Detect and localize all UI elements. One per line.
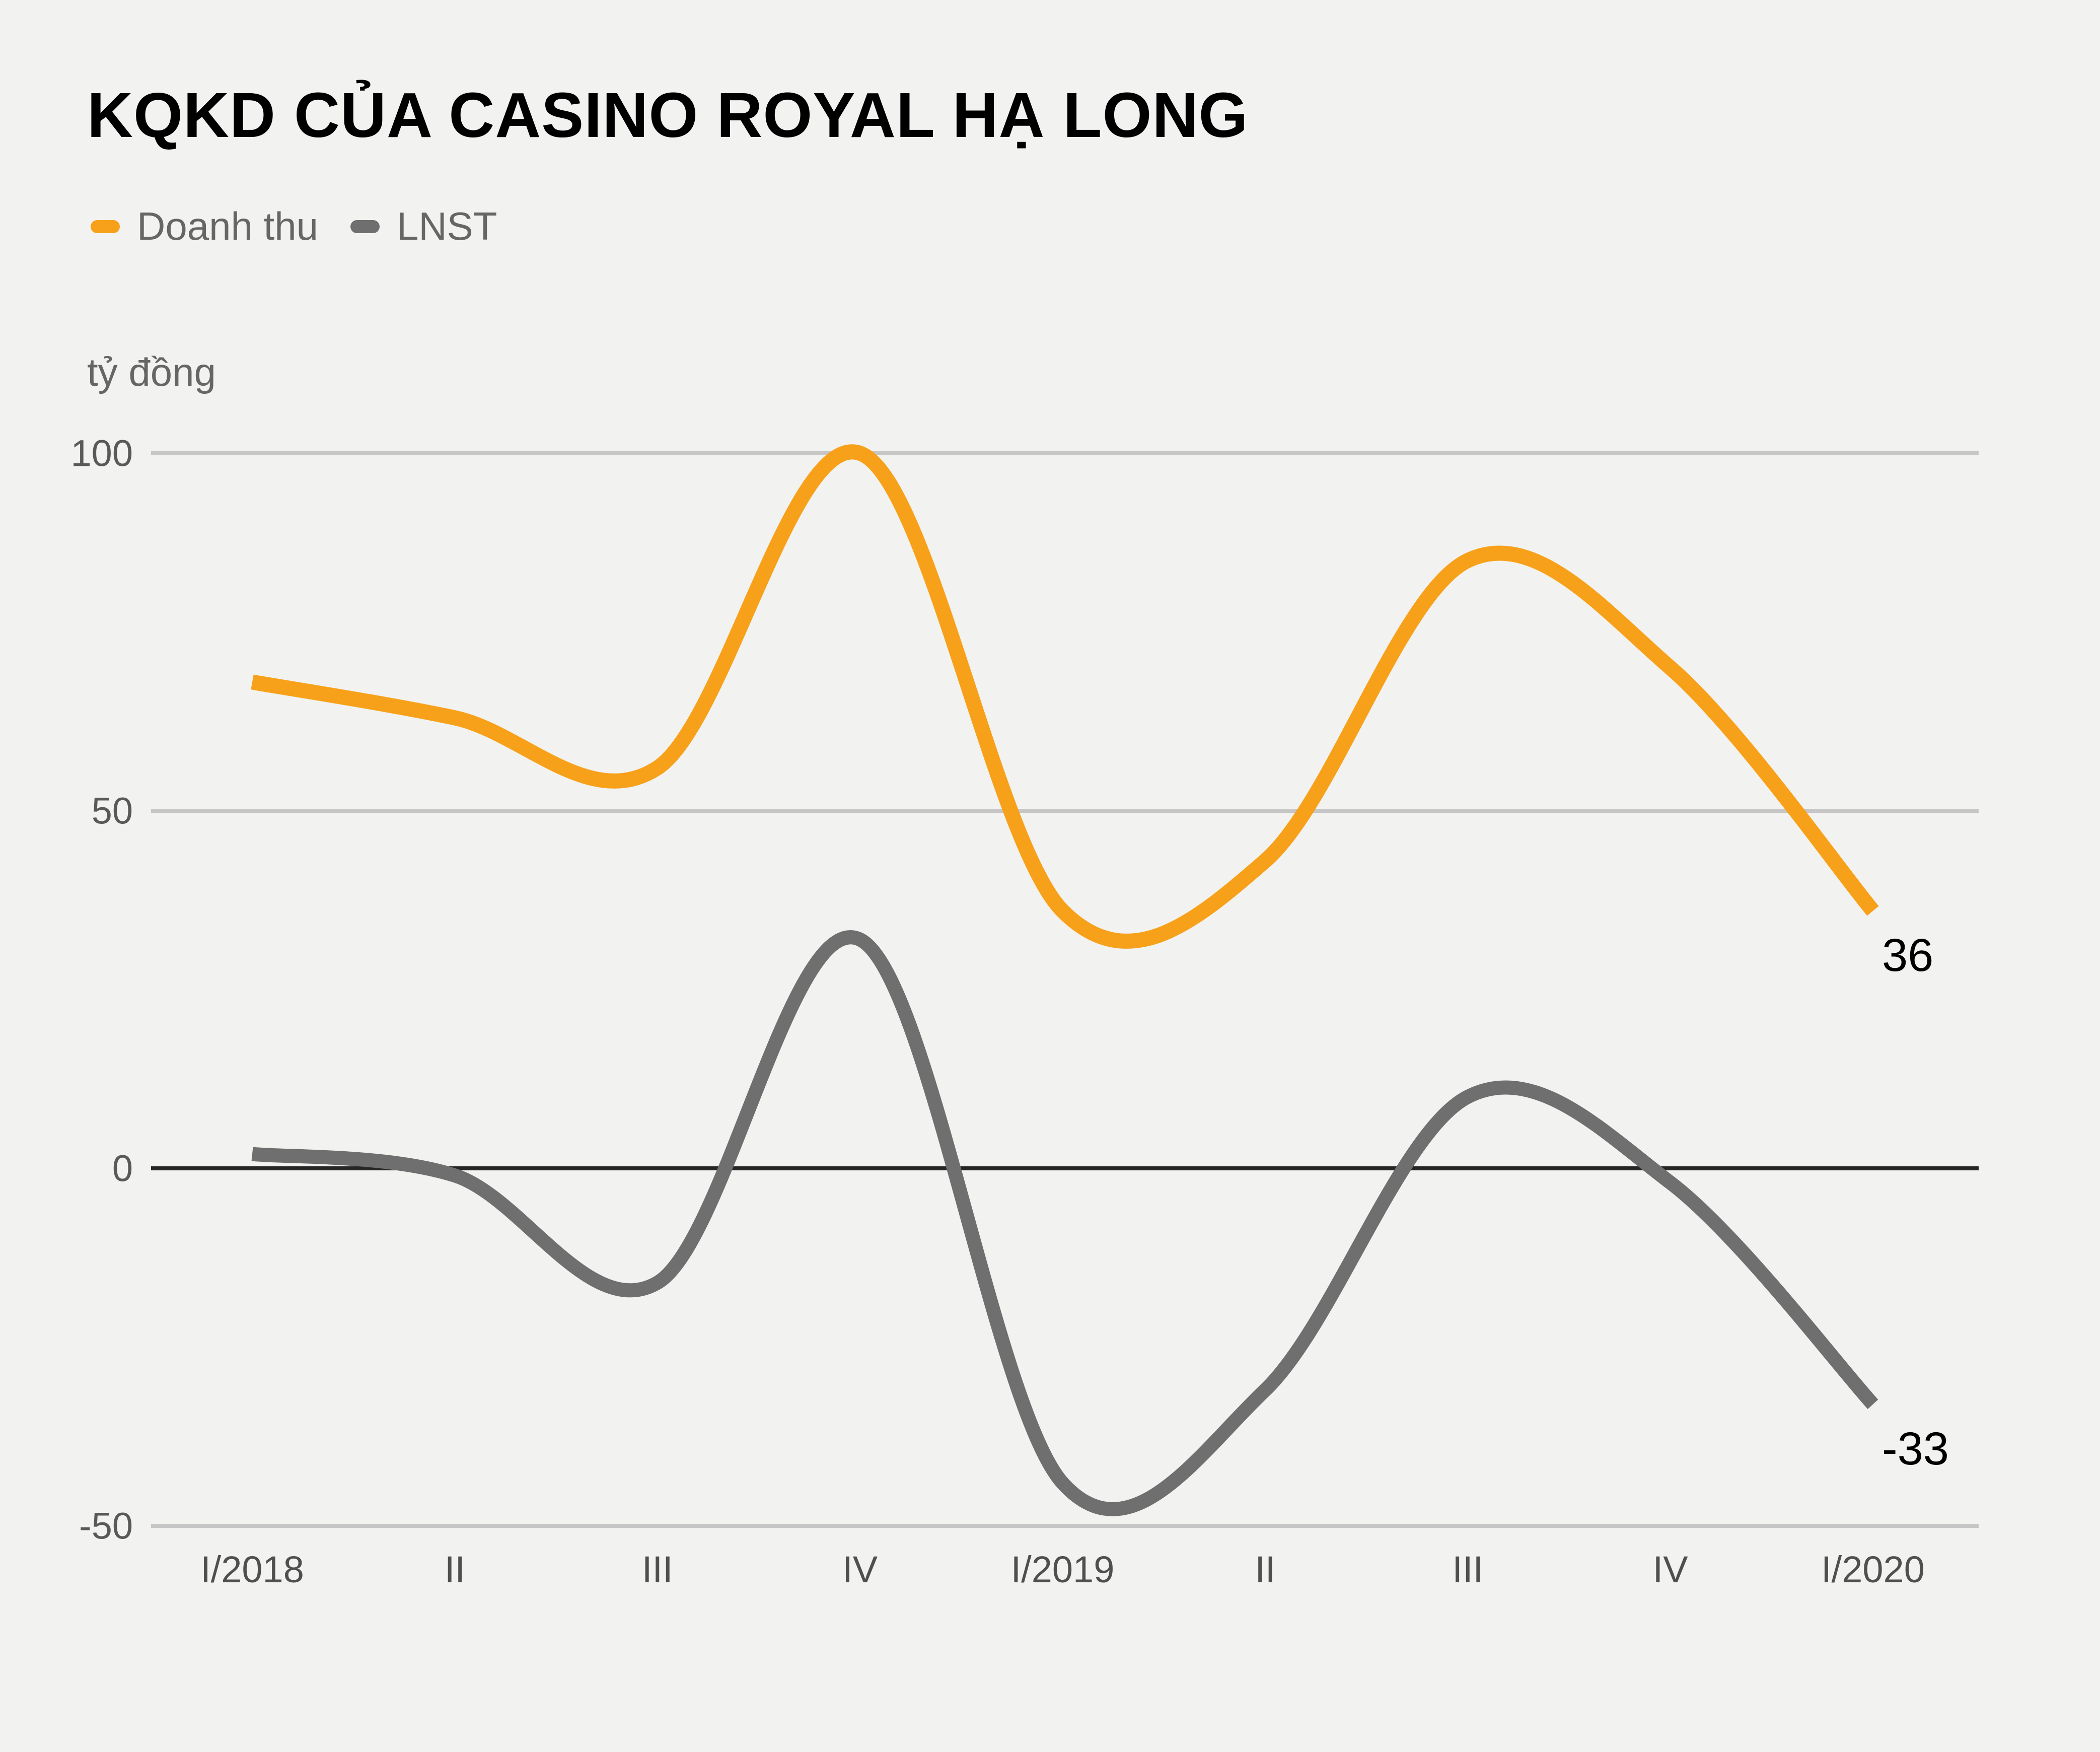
x-tick-label-7: IV (1652, 1549, 1688, 1590)
legend-label-doanh-thu: Doanh thu (137, 204, 318, 248)
y-axis-unit-label: tỷ đồng (87, 350, 216, 394)
legend-swatch-lnst-icon (350, 220, 380, 233)
series-line-doanh-thu (251, 444, 1879, 949)
end-label-lnst: -33 (1882, 1423, 1949, 1475)
x-tick-label-6: III (1452, 1549, 1484, 1590)
legend-label-lnst: LNST (396, 204, 497, 248)
end-label-doanh-thu: 36 (1882, 929, 1934, 981)
x-tick-label-5: II (1255, 1549, 1276, 1590)
legend-swatch-doanh-thu-icon (91, 220, 120, 233)
x-tick-label-3: IV (842, 1549, 878, 1590)
x-tick-label-8: I/2020 (1821, 1549, 1925, 1590)
x-tick-label-0: I/2018 (200, 1549, 304, 1590)
y-tick-label-100: 100 (70, 432, 133, 474)
y-tick-label-50: 50 (91, 790, 133, 832)
x-tick-label-1: II (444, 1549, 465, 1590)
series-line-lnst (251, 930, 1878, 1516)
legend: Doanh thu LNST (91, 203, 529, 249)
legend-item-lnst: LNST (350, 203, 497, 249)
chart-title: KQKD CỦA CASINO ROYAL HẠ LONG (87, 80, 1249, 151)
y-tick-label-0: 0 (112, 1147, 133, 1189)
y-tick-label--50: -50 (79, 1505, 133, 1547)
x-tick-label-2: III (641, 1549, 673, 1590)
x-tick-label-4: I/2019 (1010, 1549, 1115, 1590)
legend-item-doanh-thu: Doanh thu (91, 203, 318, 249)
